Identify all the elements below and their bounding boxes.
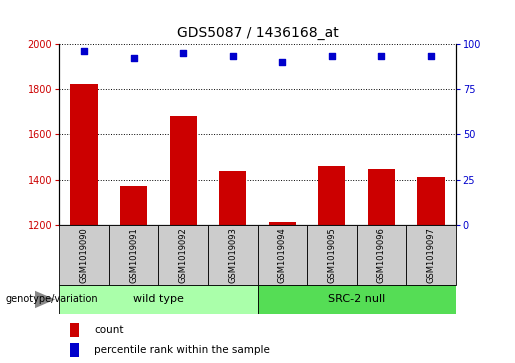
- FancyBboxPatch shape: [258, 225, 307, 285]
- Bar: [70, 323, 79, 338]
- Text: GSM1019093: GSM1019093: [228, 227, 237, 283]
- FancyBboxPatch shape: [307, 225, 356, 285]
- Text: GSM1019094: GSM1019094: [278, 227, 287, 283]
- Bar: [417, 178, 444, 225]
- FancyBboxPatch shape: [258, 285, 456, 314]
- Point: [229, 53, 237, 59]
- FancyBboxPatch shape: [59, 285, 258, 314]
- Text: genotype/variation: genotype/variation: [5, 294, 98, 305]
- Bar: [71, 85, 98, 225]
- Text: SRC-2 null: SRC-2 null: [328, 294, 385, 305]
- FancyBboxPatch shape: [59, 225, 109, 285]
- Bar: [318, 166, 346, 225]
- Title: GDS5087 / 1436168_at: GDS5087 / 1436168_at: [177, 26, 338, 40]
- FancyBboxPatch shape: [159, 225, 208, 285]
- Bar: [269, 222, 296, 225]
- FancyBboxPatch shape: [208, 225, 258, 285]
- Text: GSM1019090: GSM1019090: [79, 227, 89, 283]
- Bar: [120, 187, 147, 225]
- Bar: [70, 343, 79, 357]
- Point: [427, 53, 435, 59]
- Bar: [368, 170, 395, 225]
- Text: GSM1019095: GSM1019095: [328, 227, 336, 283]
- Text: GSM1019097: GSM1019097: [426, 227, 436, 283]
- Point: [278, 59, 286, 65]
- FancyBboxPatch shape: [109, 225, 159, 285]
- Point: [377, 53, 386, 59]
- Text: GSM1019091: GSM1019091: [129, 227, 138, 283]
- Point: [179, 50, 187, 56]
- Point: [328, 53, 336, 59]
- FancyBboxPatch shape: [406, 225, 456, 285]
- Text: GSM1019096: GSM1019096: [377, 227, 386, 283]
- Text: GSM1019092: GSM1019092: [179, 227, 187, 283]
- Text: count: count: [94, 325, 124, 335]
- Polygon shape: [35, 290, 55, 308]
- Point: [129, 55, 138, 61]
- FancyBboxPatch shape: [356, 225, 406, 285]
- Text: wild type: wild type: [133, 294, 184, 305]
- Bar: [169, 116, 197, 225]
- Bar: [219, 171, 246, 225]
- Text: percentile rank within the sample: percentile rank within the sample: [94, 345, 270, 355]
- Point: [80, 48, 88, 54]
